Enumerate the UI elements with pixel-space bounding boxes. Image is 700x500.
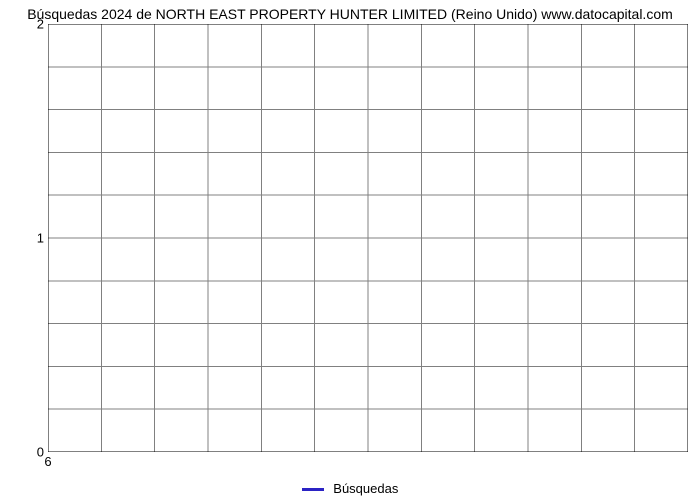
chart-title: Búsquedas 2024 de NORTH EAST PROPERTY HU… xyxy=(0,6,700,22)
legend-label: Búsquedas xyxy=(333,481,398,496)
plot-svg xyxy=(48,24,688,452)
chart-container: Búsquedas 2024 de NORTH EAST PROPERTY HU… xyxy=(0,0,700,500)
y-tick-label: 2 xyxy=(37,17,44,32)
y-tick-label: 0 xyxy=(37,445,44,460)
x-tick-label: 6 xyxy=(44,454,51,469)
legend-swatch xyxy=(302,488,324,491)
y-tick-label: 1 xyxy=(37,231,44,246)
legend: Búsquedas xyxy=(0,481,700,496)
plot-area xyxy=(48,24,688,452)
